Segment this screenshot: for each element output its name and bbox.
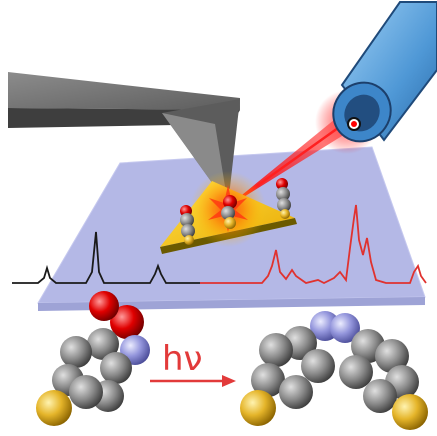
reactant-molecule	[36, 291, 150, 426]
hv-label: hν	[162, 339, 203, 379]
afm-tip-icon	[8, 72, 240, 205]
objective-lens-icon	[332, 1, 437, 143]
molecule-icon	[180, 178, 291, 245]
product-molecule	[240, 311, 428, 430]
reaction-arrow	[150, 375, 236, 387]
spectrum-red	[200, 204, 427, 285]
spectrum-black	[12, 231, 200, 284]
